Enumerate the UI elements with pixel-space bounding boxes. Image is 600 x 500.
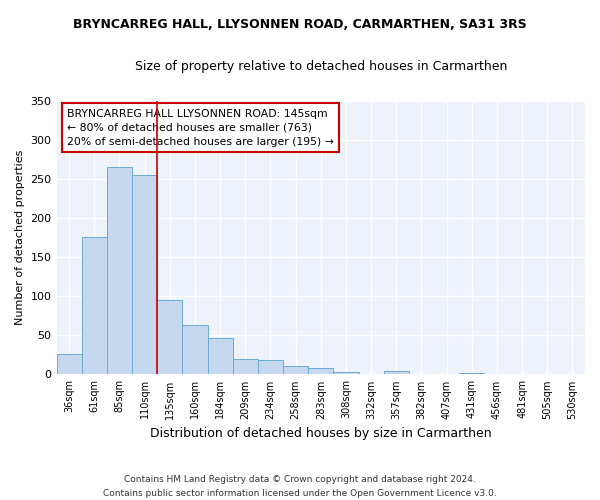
Bar — [82, 238, 107, 374]
Bar — [182, 325, 208, 374]
Bar — [132, 175, 157, 374]
Bar — [258, 360, 283, 374]
Bar — [233, 359, 258, 374]
Y-axis label: Number of detached properties: Number of detached properties — [15, 150, 25, 325]
Bar — [459, 373, 484, 374]
Bar — [157, 300, 182, 374]
Text: Contains HM Land Registry data © Crown copyright and database right 2024.
Contai: Contains HM Land Registry data © Crown c… — [103, 476, 497, 498]
Text: BRYNCARREG HALL LLYSONNEN ROAD: 145sqm
← 80% of detached houses are smaller (763: BRYNCARREG HALL LLYSONNEN ROAD: 145sqm ←… — [67, 109, 334, 147]
Text: BRYNCARREG HALL, LLYSONNEN ROAD, CARMARTHEN, SA31 3RS: BRYNCARREG HALL, LLYSONNEN ROAD, CARMART… — [73, 18, 527, 30]
Bar — [208, 338, 233, 374]
Bar — [283, 366, 308, 374]
Bar — [107, 167, 132, 374]
Bar — [308, 368, 334, 374]
Bar — [56, 354, 82, 374]
Bar — [383, 370, 409, 374]
Bar — [334, 372, 359, 374]
Title: Size of property relative to detached houses in Carmarthen: Size of property relative to detached ho… — [134, 60, 507, 73]
X-axis label: Distribution of detached houses by size in Carmarthen: Distribution of detached houses by size … — [150, 427, 491, 440]
